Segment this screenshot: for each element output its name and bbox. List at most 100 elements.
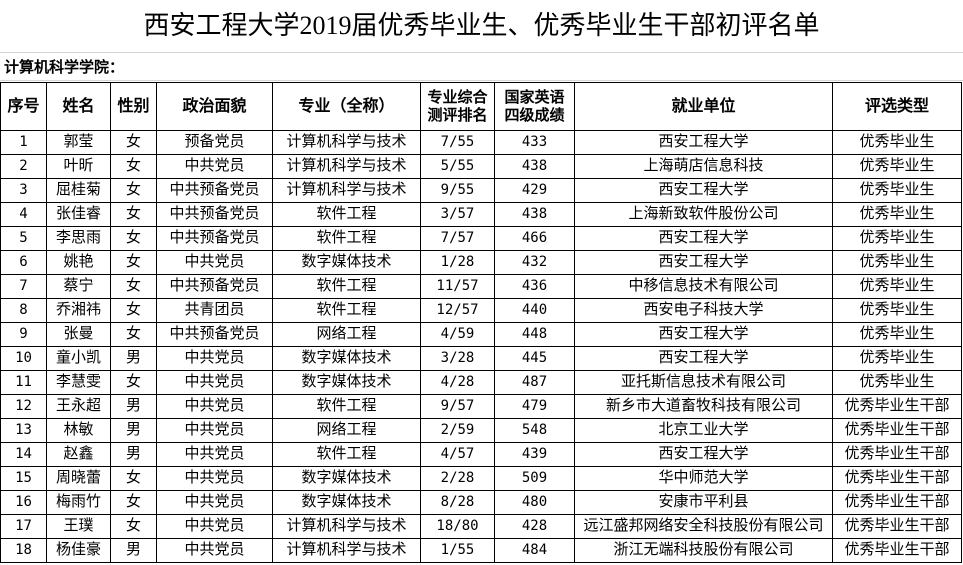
cell-award-type: 优秀毕业生 bbox=[832, 154, 962, 179]
cell-rank: 2/59 bbox=[420, 418, 495, 443]
cell-cet4: 466 bbox=[494, 226, 575, 251]
header-award-type: 评选类型 bbox=[832, 82, 962, 131]
table-row: 15 周晓蕾女中共党员 数字媒体技术 2/28 509 华中师范大学 优秀毕业生干部 bbox=[0, 466, 962, 491]
cell-name: 杨佳豪 bbox=[46, 538, 111, 563]
page-title: 西安工程大学2019届优秀毕业生、优秀毕业生干部初评名单 bbox=[0, 0, 963, 53]
cell-cet4: 509 bbox=[494, 466, 575, 491]
cell-name: 蔡宁 bbox=[46, 274, 111, 299]
table-row: 5 李思雨女中共预备党员 软件工程 7/57 466 西安工程大学 优秀毕业生 bbox=[0, 226, 962, 251]
cell-index: 1 bbox=[0, 130, 47, 155]
cell-employer: 西安工程大学 bbox=[574, 178, 833, 203]
cell-index: 3 bbox=[0, 178, 47, 203]
cell-cet4: 548 bbox=[494, 418, 575, 443]
cell-index: 2 bbox=[0, 154, 47, 179]
cell-award-type: 优秀毕业生 bbox=[832, 298, 962, 323]
cell-rank: 4/57 bbox=[420, 442, 495, 467]
header-rank-line1: 专业综合 bbox=[427, 89, 488, 106]
cell-political-status: 中共预备党员 bbox=[156, 322, 273, 347]
header-row: 序号 姓名 性别 政治面貌 专业（全称） 专业综合 测评排名 国家英语 四级成绩 就… bbox=[0, 82, 962, 131]
cell-rank: 4/28 bbox=[420, 370, 495, 395]
cell-gender: 女 bbox=[110, 370, 157, 395]
cell-rank: 8/28 bbox=[420, 490, 495, 515]
cell-name: 王永超 bbox=[46, 394, 111, 419]
cell-award-type: 优秀毕业生 bbox=[832, 226, 962, 251]
cell-index: 10 bbox=[0, 346, 47, 371]
cell-political-status: 中共党员 bbox=[156, 154, 273, 179]
table-row: 4 张佳睿女中共预备党员 软件工程 3/57 438 上海新致软件股份公司 优秀毕业生 bbox=[0, 202, 962, 227]
cell-name: 郭莹 bbox=[46, 130, 111, 155]
cell-gender: 女 bbox=[110, 466, 157, 491]
table-row: 8 乔湘祎女共青团员 软件工程 12/57 440 西安电子科技大学 优秀毕业生 bbox=[0, 298, 962, 323]
cell-gender: 男 bbox=[110, 442, 157, 467]
header-cet4-line2: 四级成绩 bbox=[504, 107, 565, 124]
cell-index: 13 bbox=[0, 418, 47, 443]
cell-political-status: 中共党员 bbox=[156, 490, 273, 515]
cell-award-type: 优秀毕业生干部 bbox=[832, 418, 962, 443]
cell-award-type: 优秀毕业生 bbox=[832, 370, 962, 395]
cell-cet4: 445 bbox=[494, 346, 575, 371]
cell-cet4: 438 bbox=[494, 154, 575, 179]
cell-political-status: 中共预备党员 bbox=[156, 178, 273, 203]
cell-name: 童小凯 bbox=[46, 346, 111, 371]
table-row: 6 姚艳女中共党员 数字媒体技术 1/28 432 西安工程大学 优秀毕业生 bbox=[0, 250, 962, 275]
cell-award-type: 优秀毕业生干部 bbox=[832, 442, 962, 467]
cell-major: 计算机科学与技术 bbox=[272, 178, 421, 203]
cell-employer: 北京工业大学 bbox=[574, 418, 833, 443]
cell-index: 9 bbox=[0, 322, 47, 347]
cell-rank: 3/28 bbox=[420, 346, 495, 371]
cell-name: 姚艳 bbox=[46, 250, 111, 275]
cell-major: 软件工程 bbox=[272, 298, 421, 323]
college-label: 计算机科学学院： bbox=[0, 53, 963, 81]
cell-name: 张佳睿 bbox=[46, 202, 111, 227]
cell-rank: 1/55 bbox=[420, 538, 495, 563]
table-row: 2 叶昕女中共党员 计算机科学与技术 5/55 438 上海萌店信息科技 优秀毕业生 bbox=[0, 154, 962, 179]
cell-political-status: 中共党员 bbox=[156, 538, 273, 563]
cell-employer: 西安工程大学 bbox=[574, 250, 833, 275]
cell-name: 林敏 bbox=[46, 418, 111, 443]
header-rank-line2: 测评排名 bbox=[427, 107, 488, 124]
cell-political-status: 中共党员 bbox=[156, 514, 273, 539]
cell-cet4: 432 bbox=[494, 250, 575, 275]
cell-cet4: 428 bbox=[494, 514, 575, 539]
cell-cet4: 487 bbox=[494, 370, 575, 395]
cell-index: 11 bbox=[0, 370, 47, 395]
cell-employer: 安康市平利县 bbox=[574, 490, 833, 515]
cell-cet4: 433 bbox=[494, 130, 575, 155]
cell-index: 6 bbox=[0, 250, 47, 275]
cell-rank: 4/59 bbox=[420, 322, 495, 347]
cell-political-status: 中共党员 bbox=[156, 250, 273, 275]
cell-political-status: 中共党员 bbox=[156, 442, 273, 467]
cell-name: 叶昕 bbox=[46, 154, 111, 179]
header-index: 序号 bbox=[0, 82, 47, 131]
cell-rank: 11/57 bbox=[420, 274, 495, 299]
cell-gender: 女 bbox=[110, 490, 157, 515]
cell-employer: 西安工程大学 bbox=[574, 130, 833, 155]
cell-index: 5 bbox=[0, 226, 47, 251]
cell-political-status: 中共预备党员 bbox=[156, 202, 273, 227]
cell-cet4: 436 bbox=[494, 274, 575, 299]
cell-award-type: 优秀毕业生干部 bbox=[832, 466, 962, 491]
cell-award-type: 优秀毕业生 bbox=[832, 202, 962, 227]
cell-employer: 西安工程大学 bbox=[574, 442, 833, 467]
cell-index: 7 bbox=[0, 274, 47, 299]
cell-index: 15 bbox=[0, 466, 47, 491]
cell-political-status: 中共预备党员 bbox=[156, 226, 273, 251]
cell-employer: 西安工程大学 bbox=[574, 322, 833, 347]
cell-major: 数字媒体技术 bbox=[272, 250, 421, 275]
table-row: 12 王永超男中共党员 软件工程 9/57 479 新乡市大道畜牧科技有限公司 优秀毕业生干… bbox=[0, 394, 962, 419]
cell-award-type: 优秀毕业生干部 bbox=[832, 394, 962, 419]
cell-rank: 7/55 bbox=[420, 130, 495, 155]
cell-index: 16 bbox=[0, 490, 47, 515]
cell-name: 梅雨竹 bbox=[46, 490, 111, 515]
cell-major: 数字媒体技术 bbox=[272, 490, 421, 515]
cell-major: 网络工程 bbox=[272, 418, 421, 443]
cell-gender: 男 bbox=[110, 394, 157, 419]
table-row: 11 李慧雯女中共党员 数字媒体技术 4/28 487 亚托斯信息技术有限公司 优秀毕业生 bbox=[0, 370, 962, 395]
cell-cet4: 440 bbox=[494, 298, 575, 323]
cell-gender: 女 bbox=[110, 130, 157, 155]
table-row: 9 张曼女中共预备党员 网络工程 4/59 448 西安工程大学 优秀毕业生 bbox=[0, 322, 962, 347]
cell-gender: 女 bbox=[110, 202, 157, 227]
cell-cet4: 448 bbox=[494, 322, 575, 347]
table-row: 1 郭莹女预备党员 计算机科学与技术 7/55 433 西安工程大学 优秀毕业生 bbox=[0, 130, 962, 155]
cell-cet4: 429 bbox=[494, 178, 575, 203]
